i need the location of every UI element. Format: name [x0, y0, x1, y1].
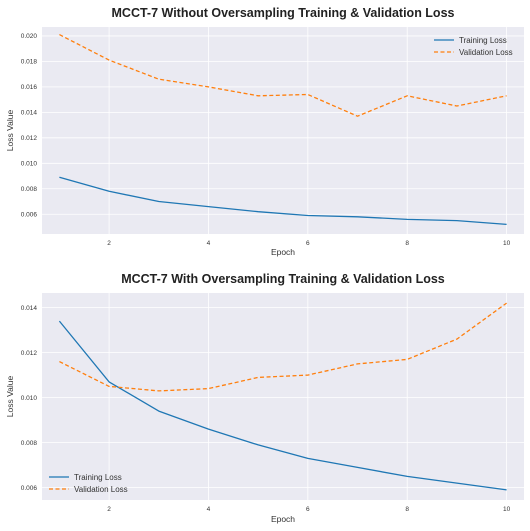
x-tick-label: 10: [503, 240, 511, 247]
series-lines: [59, 34, 507, 226]
series-line: [59, 176, 507, 226]
x-tick-labels: 2 4 6 8 10: [107, 240, 510, 247]
series-lines: [58, 302, 507, 491]
legend: Training Loss Validation Loss: [49, 473, 128, 494]
x-tick-label: 10: [503, 506, 511, 513]
chart-title: MCCT-7 Without Oversampling Training & V…: [112, 6, 455, 20]
legend-label-training: Training Loss: [459, 36, 507, 45]
x-tick-label: 8: [405, 240, 409, 247]
x-tick-label: 2: [107, 506, 111, 513]
x-tick-label: 4: [207, 240, 211, 247]
plot-area: [42, 27, 524, 234]
x-tick-label: 6: [306, 240, 310, 247]
y-tick-label: 0.014: [21, 305, 38, 312]
y-tick-label: 0.010: [21, 395, 38, 402]
y-tick-labels: 0.006 0.008 0.010 0.012 0.014 0.016 0.018 0.020: [21, 33, 38, 218]
y-tick-label: 0.008: [21, 440, 38, 447]
grid: [42, 293, 524, 500]
chart-with-oversampling: MCCT-7 With Oversampling Training & Vali…: [5, 272, 524, 524]
legend-label-training: Training Loss: [74, 473, 122, 482]
x-tick-label: 6: [306, 506, 310, 513]
x-tick-label: 8: [405, 506, 409, 513]
x-tick-label: 2: [107, 240, 111, 247]
series-line: [59, 34, 507, 117]
chart-without-oversampling: MCCT-7 Without Oversampling Training & V…: [5, 6, 524, 257]
legend-label-validation: Validation Loss: [74, 485, 128, 494]
y-tick-label: 0.020: [21, 33, 38, 40]
series-line: [58, 320, 507, 491]
y-tick-label: 0.008: [21, 186, 38, 193]
y-tick-label: 0.018: [21, 59, 38, 66]
y-tick-label: 0.012: [21, 135, 38, 142]
chart-title: MCCT-7 With Oversampling Training & Vali…: [121, 272, 445, 286]
series-line: [59, 302, 507, 392]
legend-label-validation: Validation Loss: [459, 48, 513, 57]
x-tick-labels: 2 4 6 8 10: [107, 506, 510, 513]
grid: [42, 27, 524, 234]
y-axis-label: Loss Value: [5, 110, 15, 152]
y-tick-label: 0.012: [21, 350, 38, 357]
x-axis-label: Epoch: [271, 247, 295, 257]
x-axis-label: Epoch: [271, 514, 295, 524]
x-tick-label: 4: [207, 506, 211, 513]
y-axis-label: Loss Value: [5, 376, 15, 418]
legend: Training Loss Validation Loss: [434, 36, 513, 57]
y-tick-label: 0.010: [21, 161, 38, 168]
y-tick-labels: 0.006 0.008 0.010 0.012 0.014: [21, 305, 38, 492]
plot-area: [42, 293, 524, 500]
y-tick-label: 0.006: [21, 212, 38, 219]
y-tick-label: 0.016: [21, 84, 38, 91]
y-tick-label: 0.014: [21, 110, 38, 117]
y-tick-label: 0.006: [21, 485, 38, 492]
